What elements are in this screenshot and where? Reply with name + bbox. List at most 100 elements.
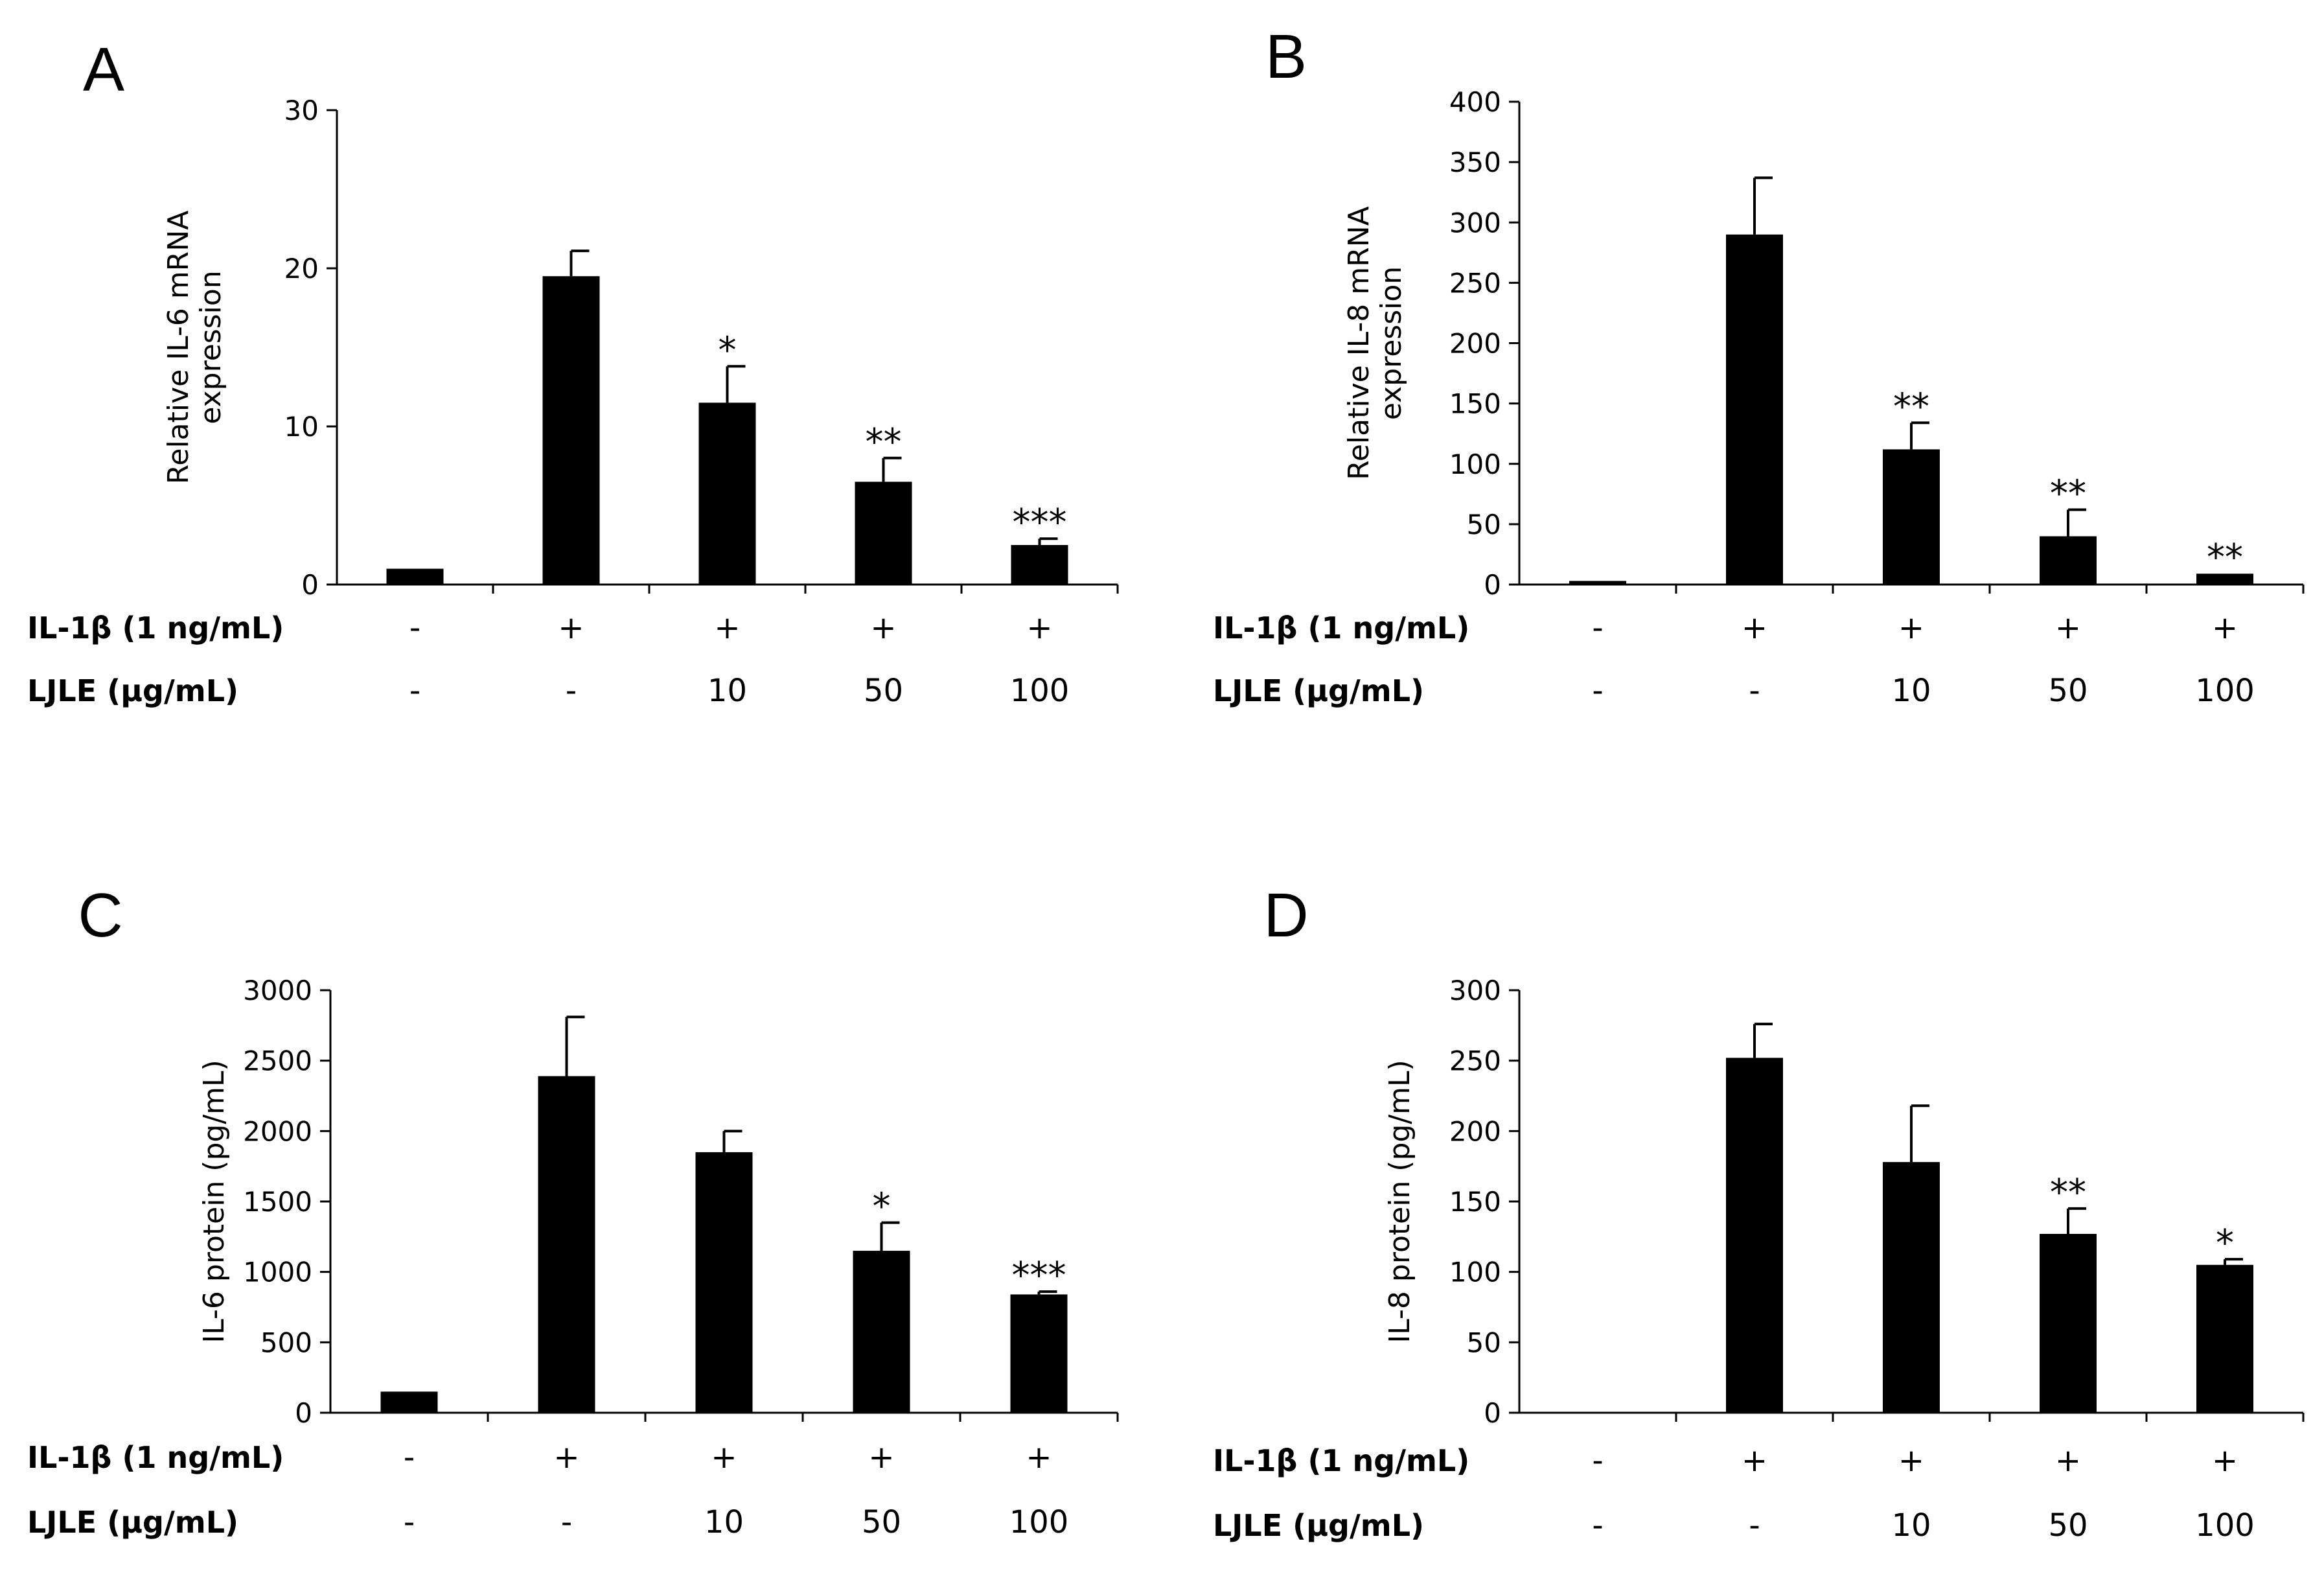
panel-letter: C: [78, 881, 122, 950]
treatment-value: 10: [1891, 1507, 1931, 1544]
treatment-value: -: [404, 1504, 415, 1540]
y-tick-label: 50: [1467, 1327, 1501, 1358]
bar: [855, 482, 912, 585]
y-axis-label: IL-6 protein (pg/mL): [198, 1060, 231, 1343]
y-tick-label: 400: [1449, 86, 1501, 118]
y-axis-label-line: Relative IL-6 mRNA: [162, 211, 195, 484]
bar: [1011, 545, 1068, 585]
treatment-row-label: IL-1β (1 ng/mL): [27, 1440, 284, 1475]
treatment-value: 50: [2048, 673, 2088, 709]
treatment-value: 50: [862, 1504, 901, 1540]
significance-label: *: [2216, 1222, 2234, 1264]
treatment-value: 50: [864, 673, 903, 709]
bar: [2040, 536, 2097, 585]
treatment-value: +: [558, 610, 584, 646]
y-tick-label: 250: [1449, 1045, 1501, 1077]
significance-label: **: [2207, 537, 2243, 579]
treatment-row-label: IL-1β (1 ng/mL): [1213, 1443, 1469, 1478]
treatment-value: +: [1026, 1439, 1052, 1476]
treatment-value: +: [714, 610, 740, 646]
panel-c: C 0 500 1000 1500 2000 2500 3000 IL-6 protein (p…: [27, 881, 1119, 1540]
y-tick-label: 0: [295, 1397, 312, 1429]
y-tick-label: 200: [1449, 328, 1501, 360]
significance-label: **: [866, 421, 902, 463]
treatment-value: 10: [704, 1504, 744, 1540]
significance-label: ***: [1012, 1255, 1066, 1297]
treatment-value: 50: [2048, 1507, 2088, 1544]
bar: [695, 1152, 753, 1413]
y-tick-label: 300: [1449, 207, 1501, 238]
treatment-value: 100: [2195, 1507, 2255, 1544]
y-tick-label: 100: [1449, 448, 1501, 480]
bar: [1569, 581, 1626, 585]
y-axis-label-line: expression: [194, 270, 227, 424]
significance-label: *: [873, 1186, 891, 1228]
y-tick-label: 0: [301, 569, 319, 601]
y-tick-label: 30: [284, 95, 319, 126]
y-tick-label: 150: [1449, 388, 1501, 420]
treatment-value: +: [2212, 610, 2238, 646]
bar: [2196, 574, 2253, 585]
treatment-value: -: [1592, 610, 1603, 646]
treatment-row-label: LJLE (µg/mL): [27, 673, 238, 708]
treatment-value: +: [868, 1439, 894, 1476]
y-tick-label: 0: [1484, 1397, 1501, 1429]
y-tick-label: 3000: [243, 975, 312, 1006]
panel-b: B 0 50 100 150 200 250 300 350 400 Relative IL-8 m…: [1213, 22, 2305, 709]
treatment-value: -: [409, 673, 420, 709]
bar: [2196, 1264, 2253, 1413]
treatment-row-label: IL-1β (1 ng/mL): [1213, 610, 1469, 645]
y-axis-label-line: IL-8 protein (pg/mL): [1383, 1060, 1416, 1343]
panel-d: D 0 50 100 150 200 250 300 IL-8 protein (pg/mL) *…: [1213, 881, 2305, 1544]
y-axis-label: IL-8 protein (pg/mL): [1383, 1060, 1416, 1343]
y-tick-label: 150: [1449, 1186, 1501, 1218]
y-axis-label-line: Relative IL-8 mRNA: [1342, 206, 1375, 480]
treatment-value: +: [1742, 1443, 1767, 1479]
y-tick-label: 250: [1449, 267, 1501, 299]
significance-label: **: [1893, 386, 1929, 428]
bar: [1883, 1162, 1940, 1413]
treatment-value: +: [711, 1439, 737, 1476]
treatment-value: +: [1742, 610, 1767, 646]
y-tick-label: 200: [1449, 1115, 1501, 1147]
treatment-value: +: [2212, 1443, 2238, 1479]
treatment-value: 10: [1891, 673, 1931, 709]
treatment-row-label: LJLE (µg/mL): [27, 1505, 238, 1540]
treatment-value: -: [1592, 673, 1603, 709]
treatment-value: -: [409, 610, 420, 646]
treatment-value: +: [1898, 1443, 1924, 1479]
treatment-row-label: LJLE (µg/mL): [1213, 1508, 1424, 1543]
bar: [1883, 449, 1940, 585]
bar: [386, 568, 444, 585]
treatment-value: +: [2055, 1443, 2081, 1479]
bar: [1726, 1058, 1783, 1413]
treatment-value: -: [404, 1439, 415, 1476]
treatment-value: +: [1898, 610, 1924, 646]
y-tick-label: 1500: [243, 1186, 312, 1218]
bar: [1726, 234, 1783, 585]
y-axis-label: Relative IL-6 mRNAexpression: [162, 211, 227, 484]
y-tick-label: 0: [1484, 569, 1501, 601]
panel-letter: D: [1263, 881, 1308, 950]
treatment-value: -: [561, 1504, 572, 1540]
y-tick-label: 350: [1449, 146, 1501, 178]
y-axis-label-line: IL-6 protein (pg/mL): [198, 1060, 231, 1343]
bar: [853, 1251, 910, 1413]
treatment-value: 100: [1009, 1504, 1069, 1540]
y-axis-label-line: expression: [1375, 266, 1408, 420]
panel-letter: B: [1265, 22, 1307, 91]
treatment-value: +: [2055, 610, 2081, 646]
bar: [542, 276, 600, 585]
treatment-row-label: IL-1β (1 ng/mL): [27, 610, 284, 645]
treatment-value: -: [1592, 1507, 1603, 1544]
treatment-value: -: [566, 673, 577, 709]
significance-label: *: [719, 329, 737, 371]
y-tick-label: 1000: [243, 1257, 312, 1288]
y-tick-label: 100: [1449, 1257, 1501, 1288]
bar: [2040, 1233, 2097, 1413]
y-tick-label: 300: [1449, 975, 1501, 1006]
y-tick-label: 20: [284, 253, 319, 284]
treatment-value: +: [870, 610, 896, 646]
